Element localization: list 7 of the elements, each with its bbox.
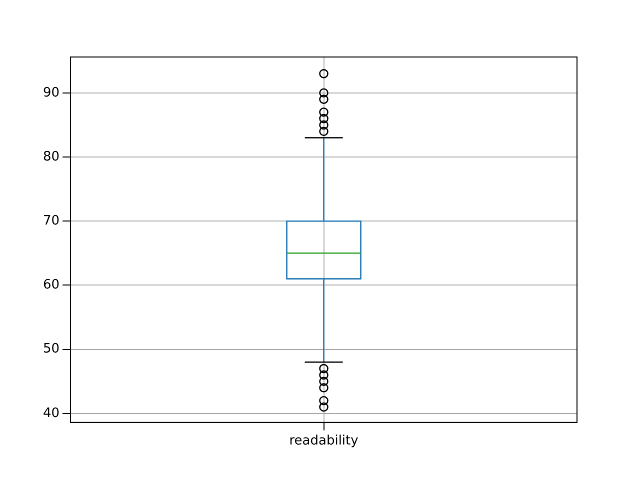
y-tick-label: 70 (42, 213, 60, 228)
y-tick-label: 50 (42, 342, 60, 357)
x-tick-label: readability (289, 434, 359, 449)
y-tick-label: 80 (42, 149, 60, 164)
y-tick-label: 40 (42, 406, 60, 421)
y-tick-label: 90 (42, 85, 60, 100)
y-tick-label: 60 (42, 278, 60, 293)
